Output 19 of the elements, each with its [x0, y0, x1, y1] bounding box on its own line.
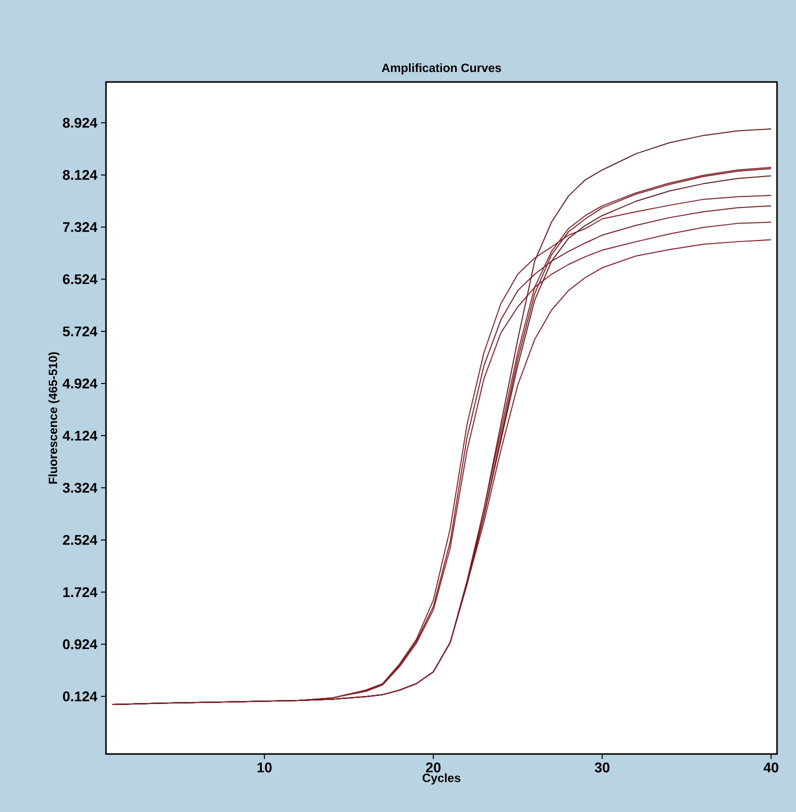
y-tick-label: 4.924	[62, 378, 98, 388]
y-tick-label: 0.124	[62, 691, 98, 702]
x-tick-label: 20	[426, 762, 441, 772]
y-tick-label: 6.524	[62, 274, 98, 284]
y-tick-label: 0.924	[62, 639, 98, 650]
x-tick-label: 10	[258, 762, 272, 772]
y-tick-label: 1.724	[63, 587, 98, 597]
y-tick-label: 3.324	[62, 482, 98, 493]
y-tick-label: 4.124	[62, 430, 98, 441]
y-tick-label: 5.724	[62, 326, 98, 336]
chart-title: Amplification Curves	[382, 63, 502, 74]
y-axis-title: Fluorescence (465-510)	[48, 352, 60, 484]
y-tick-label: 8.924	[62, 118, 98, 128]
x-axis-title: Cycles	[422, 773, 460, 785]
y-tick-label: 2.524	[62, 534, 98, 545]
x-tick-label: 30	[594, 762, 610, 772]
y-tick-label: 7.324	[63, 222, 98, 232]
x-tick-label: 40	[764, 762, 778, 772]
y-tick-label: 8.124	[62, 170, 98, 180]
